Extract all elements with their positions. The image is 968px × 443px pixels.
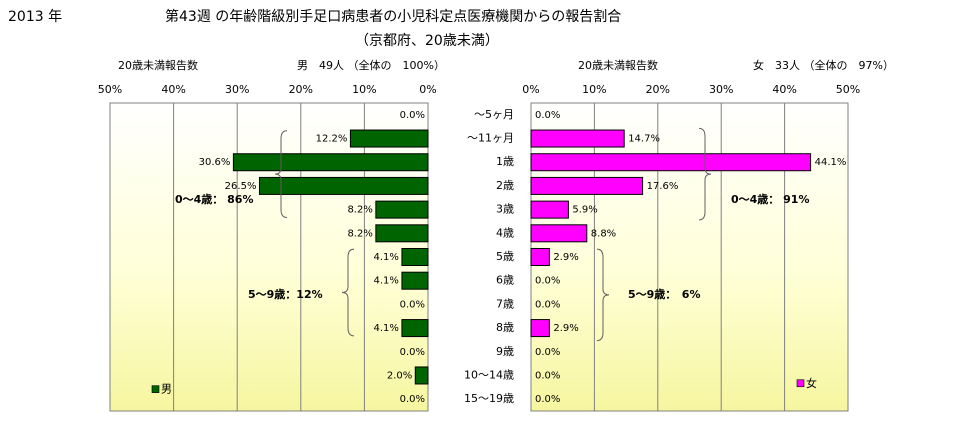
male-legend-label: 男 [161, 383, 172, 396]
male-bar [401, 271, 429, 290]
female-data-label: 0.0% [535, 276, 560, 287]
female-legend-label: 女 [806, 376, 817, 390]
male-bar [401, 319, 429, 338]
female-data-label: 2.9% [553, 252, 578, 263]
male-bar [375, 200, 429, 219]
category-label: 2歳 [496, 179, 514, 192]
female-bar [530, 129, 625, 148]
female-data-label: 0.0% [535, 394, 560, 405]
female-legend-swatch [796, 379, 805, 388]
female-data-label: 14.7% [628, 134, 660, 145]
male-bar [232, 153, 429, 172]
female-data-label: 0.0% [535, 347, 560, 358]
category-label: 1歳 [496, 155, 514, 168]
male-data-label: 0.0% [400, 299, 425, 310]
chart-subtitle: （京都府、20歳未満） [355, 33, 499, 49]
category-label: ～5ヶ月 [474, 108, 514, 121]
male-data-label: 4.1% [374, 252, 399, 263]
male-bar [414, 366, 429, 385]
female-bar [530, 224, 588, 243]
female-x-tick-label: 40% [772, 83, 796, 96]
female-bar [530, 153, 812, 172]
male-data-label: 30.6% [199, 157, 231, 168]
male-x-tick-label: 40% [161, 83, 185, 96]
female-data-label: 0.0% [535, 370, 560, 381]
male-bar [349, 129, 429, 148]
category-label: 4歳 [496, 226, 514, 239]
female-x-tick-label: 20% [646, 83, 670, 96]
female-bar [530, 200, 569, 219]
category-label: 9歳 [496, 345, 514, 358]
female-data-label: 0.0% [535, 110, 560, 121]
female-x-tick-label: 0% [522, 83, 539, 96]
male-x-tick-label: 20% [289, 83, 313, 96]
female-data-label: 2.9% [553, 323, 578, 334]
category-label: 3歳 [496, 203, 514, 216]
female-report-count-label: 20歳未満報告数 [578, 59, 658, 72]
female-data-label: 5.9% [572, 205, 597, 216]
category-label: 5歳 [496, 250, 514, 263]
year-label: 2013 年 [8, 9, 63, 25]
female-bar [530, 319, 550, 338]
male-x-tick-label: 50% [98, 83, 122, 96]
female-x-tick-label: 50% [836, 83, 860, 96]
female-bar [530, 248, 550, 266]
male-data-label: 0.0% [400, 347, 425, 358]
male-x-tick-label: 10% [352, 83, 376, 96]
male-data-label: 4.1% [374, 276, 399, 287]
female-data-label: 44.1% [815, 157, 847, 168]
female-bar [530, 176, 644, 195]
male-age-group-annotation: 5～9歳：12% [248, 287, 323, 301]
category-label: ～11ヶ月 [467, 132, 514, 145]
male-total-label: 男 49人 （全体の 100%） [297, 58, 445, 72]
male-data-label: 4.1% [374, 323, 399, 334]
male-bracket [341, 248, 355, 337]
chart-title: 第43週 の年齢階級別手足口病患者の小児科定点医療機関からの報告割合 [165, 9, 622, 25]
female-bracket [596, 248, 610, 342]
male-data-label: 2.0% [387, 370, 412, 381]
male-legend-swatch [151, 385, 160, 393]
female-total-label: 女 33人 （全体の 97%） [753, 58, 894, 72]
male-bar [375, 224, 429, 243]
female-data-label: 8.8% [591, 228, 616, 239]
category-label: 8歳 [496, 321, 514, 334]
category-label: 7歳 [496, 297, 514, 310]
male-bar [258, 176, 429, 195]
female-x-tick-label: 30% [709, 83, 733, 96]
female-bracket [698, 127, 712, 221]
male-bracket [274, 130, 288, 218]
male-data-label: 0.0% [400, 110, 425, 121]
male-data-label: 8.2% [347, 228, 372, 239]
male-report-count-label: 20歳未満報告数 [118, 59, 198, 72]
female-data-label: 17.6% [647, 181, 679, 192]
female-age-group-annotation: 5～9歳： 6% [628, 287, 700, 301]
male-data-label: 12.2% [316, 134, 348, 145]
category-label: 10～14歳 [464, 368, 514, 381]
male-data-label: 26.5% [225, 181, 257, 192]
female-age-group-annotation: 0～4歳： 91% [731, 192, 809, 206]
female-x-tick-label: 10% [582, 83, 606, 96]
male-x-tick-label: 0% [419, 83, 436, 96]
male-age-group-annotation: 0～4歳： 86% [175, 192, 253, 206]
female-data-label: 0.0% [535, 299, 560, 310]
male-data-label: 0.0% [400, 394, 425, 405]
category-label: 15～19歳 [464, 392, 514, 405]
male-data-label: 8.2% [347, 205, 372, 216]
male-bar [401, 248, 429, 266]
category-label: 6歳 [496, 274, 514, 287]
male-x-tick-label: 30% [225, 83, 249, 96]
